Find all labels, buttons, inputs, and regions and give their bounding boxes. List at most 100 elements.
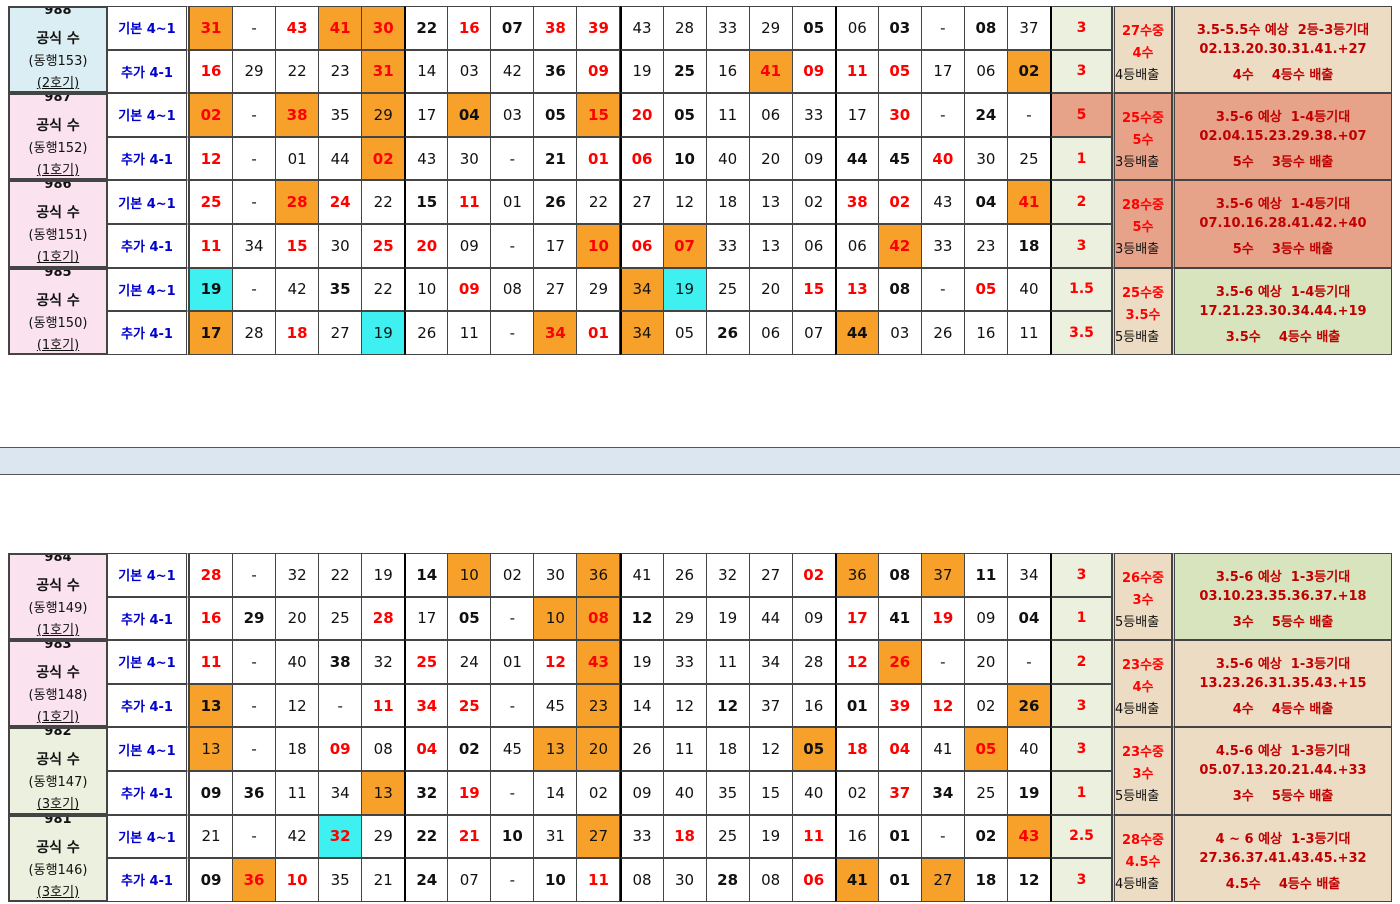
number-cell: 02 xyxy=(791,180,836,224)
number-cell: 12 xyxy=(533,640,578,684)
number-cell: 11 xyxy=(705,640,750,684)
number-cell: 37 xyxy=(748,683,793,728)
number-cell: 05 xyxy=(791,727,836,771)
number-cell: 18 xyxy=(705,180,750,224)
number-cell: 12 xyxy=(705,683,750,728)
score-cell: 3 xyxy=(1050,683,1112,728)
summary-line: 25수중 xyxy=(1121,111,1164,127)
number-cell: 05 xyxy=(662,311,707,355)
number-cell: 10 xyxy=(533,858,578,902)
number-cell: 01 xyxy=(275,136,320,181)
number-cell: 19 xyxy=(705,596,750,641)
note-line: 3.5-6 예상 1-4등기대 xyxy=(1215,197,1351,213)
number-cell: 40 xyxy=(920,136,965,181)
number-cell: 06 xyxy=(619,136,664,181)
formula-label: 공식 수 xyxy=(36,31,80,47)
number-cell: 16 xyxy=(447,6,492,50)
number-cell: 43 xyxy=(1006,814,1051,859)
summary-line: 28수중 xyxy=(1121,832,1164,848)
number-cell: 02 xyxy=(447,727,492,771)
number-cell: 43 xyxy=(920,180,965,224)
number-cell: 24 xyxy=(447,640,492,684)
number-cell: 02 xyxy=(189,93,234,137)
number-cell: 09 xyxy=(189,858,234,902)
number-cell: 06 xyxy=(791,224,836,268)
group-label: 982 공식 수 (동행147) (3호기) xyxy=(8,727,107,815)
number-cell: 14 xyxy=(533,771,578,815)
summary-line: 3등배출 xyxy=(1115,155,1160,171)
number-cell: 41 xyxy=(920,727,965,771)
score-cell: 2 xyxy=(1050,180,1112,224)
number-cell: 08 xyxy=(877,267,922,312)
number-cell: 01 xyxy=(490,180,535,224)
number-cell: 39 xyxy=(877,683,922,728)
number-cell: 26 xyxy=(705,311,750,355)
number-cell: 23 xyxy=(318,49,363,94)
number-cell: 09 xyxy=(791,596,836,641)
number-cell: 22 xyxy=(318,553,363,597)
group-label: 986 공식 수 (동행151) (1호기) xyxy=(8,180,107,268)
row-label: 기본 4~1 xyxy=(107,640,189,684)
number-cell: 07 xyxy=(662,224,707,268)
row-label: 추가 4-1 xyxy=(107,311,189,355)
number-cell: - xyxy=(1006,93,1051,137)
number-cell: 29 xyxy=(361,814,406,859)
number-cell: 37 xyxy=(920,553,965,597)
number-cell: 13 xyxy=(361,771,406,815)
number-cell: 13 xyxy=(189,683,234,728)
number-cell: 36 xyxy=(576,553,621,597)
number-cell: 24 xyxy=(318,180,363,224)
number-cell: 20 xyxy=(576,727,621,771)
number-cell: 21 xyxy=(533,136,578,181)
formula-label: 공식 수 xyxy=(36,205,80,222)
number-cell: 29 xyxy=(662,596,707,641)
summary-line: 5수 xyxy=(1132,220,1154,236)
number-cell: 30 xyxy=(318,224,363,268)
number-cell: 35 xyxy=(318,858,363,902)
summary-line: 5등배출 xyxy=(1115,789,1160,805)
companion-label: (동행146) xyxy=(28,862,88,878)
summary-line: 3등배출 xyxy=(1115,242,1160,258)
note-line: 3.5-5.5수 예상 2등-3등기대 xyxy=(1196,23,1370,38)
summary-line: 3.5수 xyxy=(1125,307,1161,323)
number-cell: 26 xyxy=(404,311,449,355)
note-cell: 3.5-6 예상 1-3등기대 03.10.23.35.36.37.+18 3수 5… xyxy=(1172,553,1392,641)
number-cell: 18 xyxy=(275,727,320,771)
number-cell: 09 xyxy=(189,771,234,815)
number-cell: 19 xyxy=(1006,771,1051,815)
number-cell: 08 xyxy=(619,858,664,902)
number-cell: 07 xyxy=(791,311,836,355)
number-cell: - xyxy=(490,136,535,181)
note-line: 3.5-6 예상 1-4등기대 xyxy=(1215,110,1351,126)
machine-label: (3호기) xyxy=(36,797,80,813)
number-cell: 40 xyxy=(275,640,320,684)
number-cell: 11 xyxy=(361,683,406,728)
number-cell: 30 xyxy=(662,858,707,902)
number-cell: 09 xyxy=(447,267,492,312)
number-cell: 09 xyxy=(447,224,492,268)
number-cell: 12 xyxy=(1006,858,1051,902)
number-cell: 02 xyxy=(576,771,621,815)
number-cell: 34 xyxy=(533,311,578,355)
number-cell: 19 xyxy=(619,640,664,684)
number-cell: 36 xyxy=(232,771,277,815)
number-cell: 08 xyxy=(361,727,406,771)
row-label: 기본 4~1 xyxy=(107,6,189,50)
number-cell: 03 xyxy=(447,49,492,94)
formula-label: 공식 수 xyxy=(36,665,80,682)
score-cell: 2 xyxy=(1050,640,1112,684)
score-cell: 5 xyxy=(1050,93,1112,137)
number-cell: 17 xyxy=(920,49,965,94)
companion-label: (동행152) xyxy=(28,141,88,157)
number-cell: 22 xyxy=(404,6,449,50)
summary-cell: 25수중 5수 3등배출 xyxy=(1112,93,1172,181)
score-cell: 1 xyxy=(1050,596,1112,641)
number-cell: 36 xyxy=(232,858,277,902)
summary-line: 5등배출 xyxy=(1115,329,1160,345)
number-cell: 01 xyxy=(877,814,922,859)
number-cell: 06 xyxy=(834,6,879,50)
number-cell: 17 xyxy=(834,596,879,641)
number-cell: 27 xyxy=(576,814,621,859)
number-cell: 33 xyxy=(920,224,965,268)
number-cell: 43 xyxy=(576,640,621,684)
